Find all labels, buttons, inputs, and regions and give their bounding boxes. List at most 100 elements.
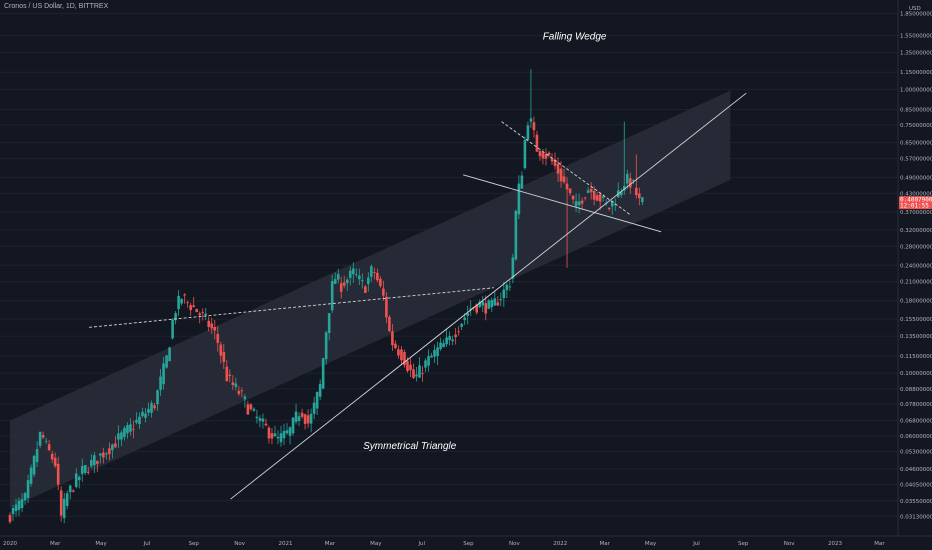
y-tick-label: 0.03550000 — [900, 499, 932, 505]
candle-body — [559, 168, 563, 182]
candle — [255, 409, 259, 424]
x-tick-label: May — [370, 541, 382, 547]
candle-body — [159, 376, 162, 390]
trendline-solid — [463, 174, 662, 233]
candle-body — [74, 473, 78, 488]
candle-body — [376, 272, 379, 281]
candle-body — [318, 383, 322, 397]
candle-body — [321, 358, 325, 389]
candle — [641, 197, 644, 206]
candle — [156, 389, 159, 412]
candle-body — [577, 201, 581, 206]
candle-body — [520, 175, 524, 189]
candle-body — [255, 416, 259, 419]
candle — [493, 291, 497, 306]
candle-body — [138, 416, 141, 425]
candle-body — [421, 373, 424, 375]
candle-body — [165, 355, 168, 368]
candle-body — [207, 320, 211, 328]
candle-body — [430, 355, 433, 358]
candle — [502, 281, 506, 307]
candle — [364, 284, 367, 294]
candle-body — [291, 417, 295, 434]
candle — [619, 188, 623, 198]
candle — [595, 191, 599, 202]
x-tick-label: May — [95, 541, 107, 547]
candle-body — [228, 374, 232, 377]
candle — [71, 489, 75, 493]
candle-body — [478, 301, 482, 308]
candle — [508, 280, 512, 292]
candle — [342, 275, 346, 289]
candle-body — [62, 498, 66, 519]
candle — [354, 268, 358, 278]
candle-body — [111, 444, 114, 451]
candle-body — [641, 197, 644, 203]
candle — [17, 497, 21, 517]
candle-body — [180, 298, 183, 304]
y-tick-label: 1.15000000 — [900, 70, 932, 76]
candle-body — [108, 448, 111, 455]
candle-body — [77, 476, 81, 481]
candle — [526, 121, 530, 141]
candle — [638, 187, 641, 206]
candle-body — [622, 185, 626, 191]
candle — [348, 266, 352, 286]
candle — [138, 412, 141, 429]
candle — [258, 415, 262, 428]
candle — [415, 367, 418, 382]
candle-body — [183, 294, 186, 296]
candle — [77, 475, 81, 489]
trendline-dotted — [88, 287, 495, 328]
x-tick-label: 2021 — [279, 541, 293, 547]
candle — [231, 375, 235, 390]
candle-body — [547, 152, 551, 156]
candle — [589, 182, 593, 200]
candle-body — [252, 408, 256, 411]
candle — [574, 193, 578, 213]
candle-body — [345, 279, 349, 284]
candle — [180, 298, 183, 306]
candle — [228, 369, 232, 383]
candle — [523, 136, 527, 170]
trendlines — [88, 92, 747, 500]
candle — [517, 175, 521, 220]
candle-body — [195, 308, 198, 313]
candle-body — [267, 427, 271, 439]
candle — [436, 341, 439, 365]
candle — [44, 437, 48, 445]
candle — [409, 358, 412, 378]
candle — [382, 280, 385, 301]
candle — [192, 296, 195, 308]
candle-body — [225, 366, 229, 381]
candle — [294, 403, 298, 425]
candle — [35, 441, 39, 467]
candle-body — [496, 302, 500, 306]
candle — [632, 178, 635, 185]
candle-body — [607, 207, 611, 210]
candle-body — [189, 305, 192, 311]
candle — [62, 492, 66, 524]
y-tick-label: 0.85000000 — [900, 107, 932, 113]
candle — [490, 297, 494, 312]
candle — [318, 379, 322, 401]
y-tick-label: 0.49000000 — [900, 175, 932, 181]
y-tick-label: 0.04600000 — [900, 467, 932, 473]
candle-body — [234, 383, 238, 387]
candle-body — [553, 159, 557, 166]
candle-body — [535, 134, 539, 152]
candle — [496, 296, 500, 307]
candle — [445, 329, 448, 347]
candle-body — [373, 272, 376, 273]
candle-body — [99, 453, 102, 456]
candle-body — [114, 443, 117, 448]
candle-body — [529, 118, 533, 122]
candle-body — [44, 440, 48, 442]
candle-body — [90, 459, 93, 467]
candle-body — [574, 201, 578, 207]
candle-body — [424, 360, 427, 368]
candle — [204, 308, 208, 321]
candle-body — [123, 427, 126, 437]
candle — [216, 325, 220, 352]
